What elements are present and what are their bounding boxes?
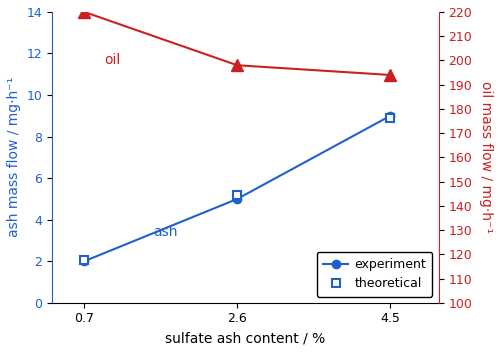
- Y-axis label: oil mass flow / mg·h⁻¹: oil mass flow / mg·h⁻¹: [479, 81, 493, 233]
- X-axis label: sulfate ash content / %: sulfate ash content / %: [165, 331, 326, 345]
- Text: oil: oil: [104, 53, 120, 67]
- Y-axis label: ash mass flow / mg·h⁻¹: ash mass flow / mg·h⁻¹: [7, 77, 21, 238]
- Legend: experiment, theoretical: experiment, theoretical: [317, 252, 432, 296]
- Text: ash: ash: [153, 225, 178, 239]
